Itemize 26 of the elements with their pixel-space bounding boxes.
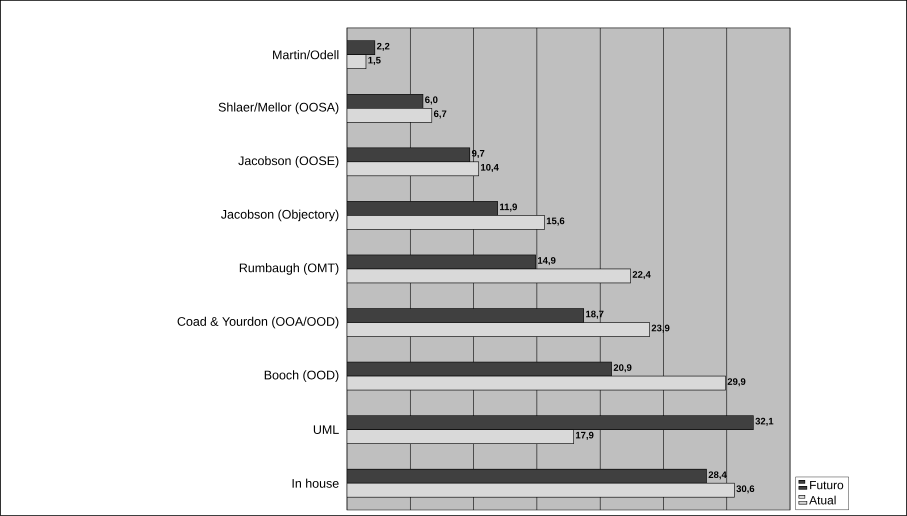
data-label: 2,2: [376, 42, 390, 51]
data-label: 17,9: [576, 432, 594, 440]
y-tick-label: Booch (OOD): [264, 370, 338, 382]
data-label: 20,9: [614, 364, 632, 372]
data-label: 22,4: [632, 271, 651, 280]
legend-label: Atual: [809, 496, 836, 504]
data-label: 1,5: [368, 56, 381, 65]
data-label: 14,9: [538, 257, 556, 266]
y-tick-label: In house: [292, 478, 339, 488]
y-tick-label: Martin/Odell: [273, 50, 338, 60]
y-tick-label: Jacobson (Objectory): [221, 210, 338, 222]
y-tick-label: Jacobson (OOSE): [238, 156, 338, 168]
data-label: 10,4: [481, 164, 499, 172]
y-tick-label: Shlaer/Mellor (OOSA): [218, 102, 338, 114]
data-label: 30,6: [736, 485, 754, 494]
data-label: 32,1: [755, 418, 774, 426]
legend-label: Futuro: [810, 481, 844, 490]
y-tick-label: UML: [314, 425, 339, 434]
y-tick-label: Rumbaugh (OMT): [240, 263, 338, 275]
y-tick-label: Coad & Yourdon (OOA/OOD): [178, 316, 338, 328]
data-label: 11,9: [500, 204, 517, 212]
data-label: 15,6: [546, 218, 564, 226]
data-label: 29,9: [728, 378, 746, 386]
data-label: 28,4: [708, 471, 727, 480]
data-label: 6,0: [425, 96, 438, 105]
data-label: 6,7: [434, 110, 446, 119]
